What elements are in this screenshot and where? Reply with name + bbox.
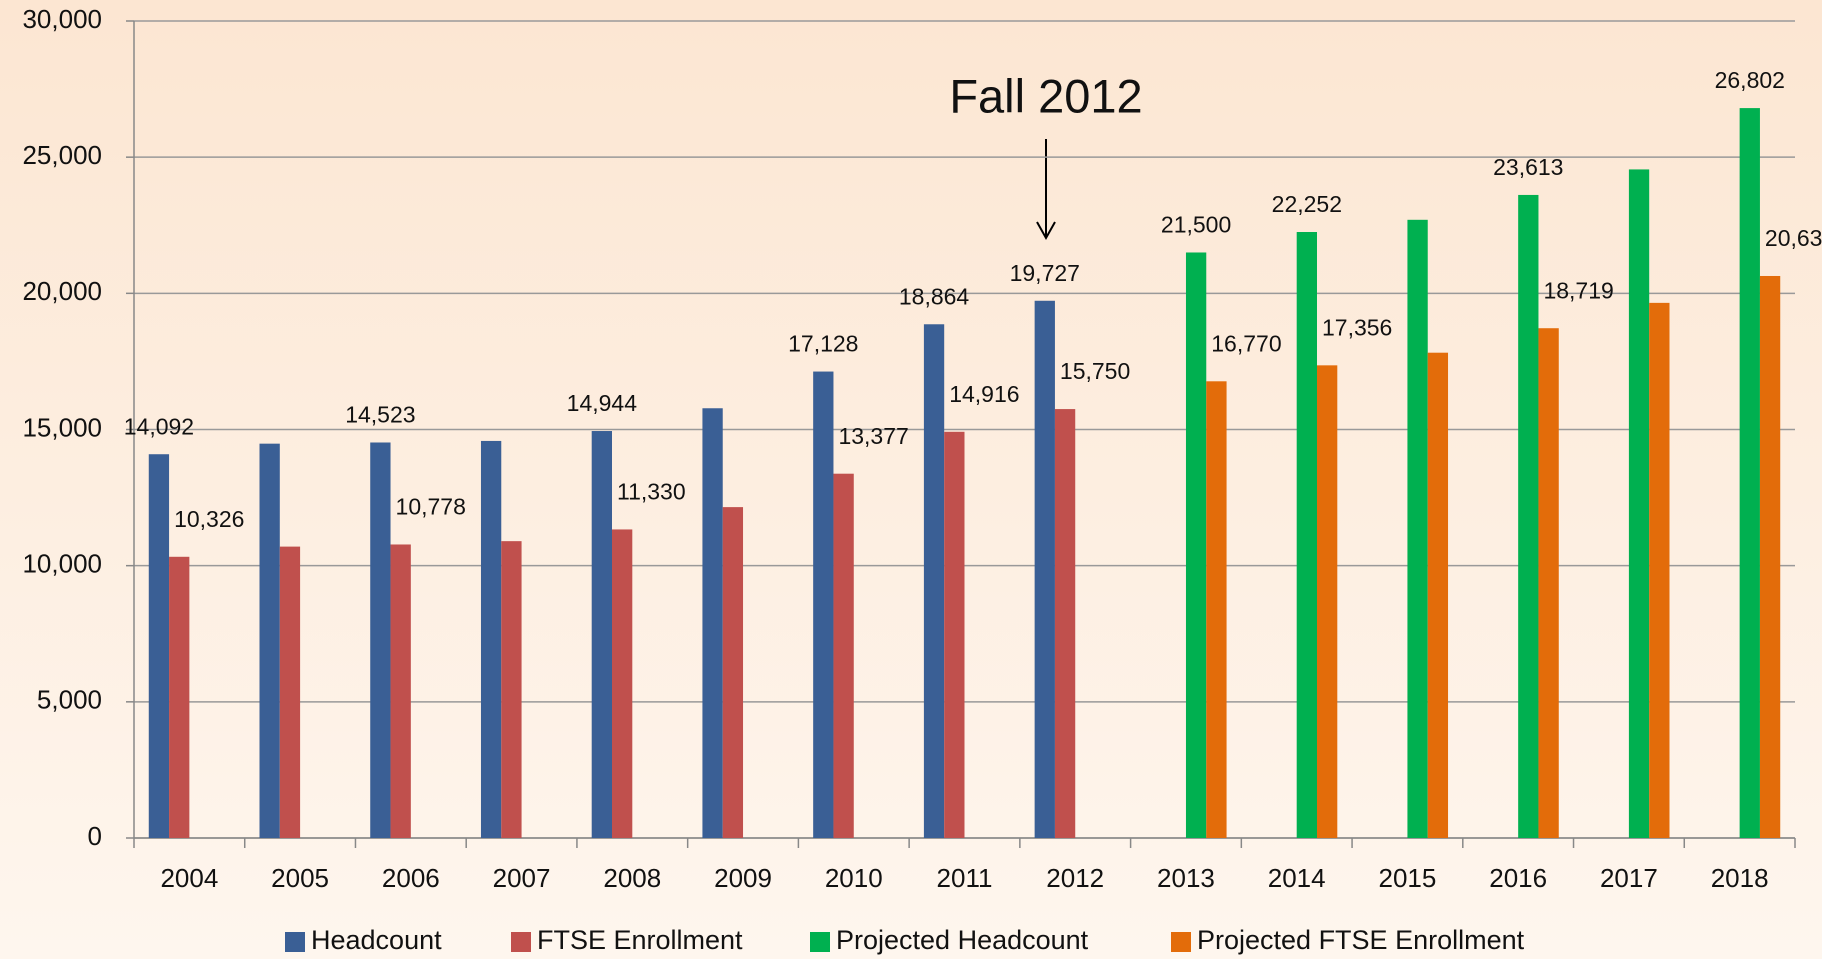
legend-swatch [810, 932, 830, 952]
bar [722, 507, 744, 838]
bar [1518, 194, 1539, 838]
bar [370, 442, 391, 838]
data-label: 23,613 [1493, 154, 1563, 180]
annotation: Fall 2012 [949, 69, 1142, 122]
bar [833, 473, 854, 838]
x-tick-label: 2008 [603, 863, 661, 893]
y-tick-label: 5,000 [37, 685, 102, 715]
bar [279, 546, 301, 838]
x-tick-label: 2015 [1379, 863, 1437, 893]
data-label: 18,719 [1543, 277, 1613, 303]
x-tick-label: 2006 [382, 863, 440, 893]
bar [1206, 381, 1227, 838]
data-label: 10,778 [396, 494, 466, 520]
data-label: 11,330 [617, 479, 686, 505]
legend-label: Headcount [311, 925, 442, 955]
x-tick-label: 2010 [825, 863, 883, 893]
bar [148, 454, 170, 838]
bar [501, 541, 522, 838]
data-label: 14,944 [567, 390, 638, 416]
bar [1185, 252, 1207, 838]
y-tick-label: 20,000 [22, 276, 102, 306]
x-tick-label: 2014 [1268, 863, 1326, 893]
data-label: 14,523 [345, 402, 415, 428]
legend-swatch [511, 932, 531, 952]
x-tick-label: 2007 [493, 863, 551, 893]
y-tick-label: 10,000 [22, 549, 102, 579]
x-tick-label: 2017 [1600, 863, 1658, 893]
legend-swatch [1171, 932, 1191, 952]
data-label: 15,750 [1060, 358, 1130, 384]
legend-swatch [285, 932, 305, 952]
data-label: 14,092 [124, 413, 194, 439]
bar [1739, 108, 1760, 838]
data-label: 18,864 [899, 283, 970, 309]
x-tick-label: 2005 [271, 863, 329, 893]
data-label: 16,770 [1211, 330, 1281, 356]
x-tick-label: 2018 [1711, 863, 1769, 893]
data-label: 26,802 [1715, 67, 1785, 93]
data-label: 17,356 [1322, 314, 1392, 340]
data-label: 19,727 [1010, 260, 1080, 286]
bar [480, 440, 502, 838]
bar [591, 431, 612, 838]
y-tick-label: 15,000 [22, 412, 102, 442]
legend-label: Projected Headcount [836, 925, 1089, 955]
x-tick-label: 2004 [160, 863, 218, 893]
bar [1628, 169, 1650, 839]
y-tick-label: 25,000 [22, 140, 102, 170]
legend-label: FTSE Enrollment [537, 925, 743, 955]
bar [1427, 352, 1449, 838]
bar [1759, 275, 1781, 838]
bar [1317, 365, 1338, 838]
x-tick-label: 2012 [1046, 863, 1104, 893]
bar [923, 324, 945, 838]
bar [813, 371, 834, 838]
data-label: 21,500 [1161, 212, 1231, 238]
bar [169, 556, 190, 838]
x-tick-label: 2013 [1157, 863, 1215, 893]
bar [1054, 409, 1076, 838]
bar [702, 408, 723, 838]
bar [612, 529, 633, 838]
bar [1296, 232, 1317, 839]
x-tick-label: 2011 [937, 863, 993, 893]
bar [1538, 328, 1559, 838]
data-label: 10,326 [174, 506, 244, 532]
y-tick-label: 30,000 [22, 4, 102, 34]
x-tick-label: 2016 [1489, 863, 1547, 893]
data-label: 17,128 [788, 331, 858, 357]
bar [390, 544, 411, 838]
y-tick-label: 0 [88, 821, 102, 851]
data-label: 14,916 [949, 381, 1019, 407]
bar [1649, 302, 1670, 838]
bar [259, 443, 280, 838]
data-label: 13,377 [838, 423, 908, 449]
bar [1407, 219, 1428, 838]
bar [944, 431, 965, 838]
data-label: 20,637 [1765, 225, 1822, 251]
x-tick-label: 2009 [714, 863, 772, 893]
data-label: 22,252 [1272, 191, 1342, 217]
legend-label: Projected FTSE Enrollment [1197, 925, 1525, 955]
annotation-arrowhead [1036, 221, 1056, 241]
bar [1034, 300, 1055, 838]
